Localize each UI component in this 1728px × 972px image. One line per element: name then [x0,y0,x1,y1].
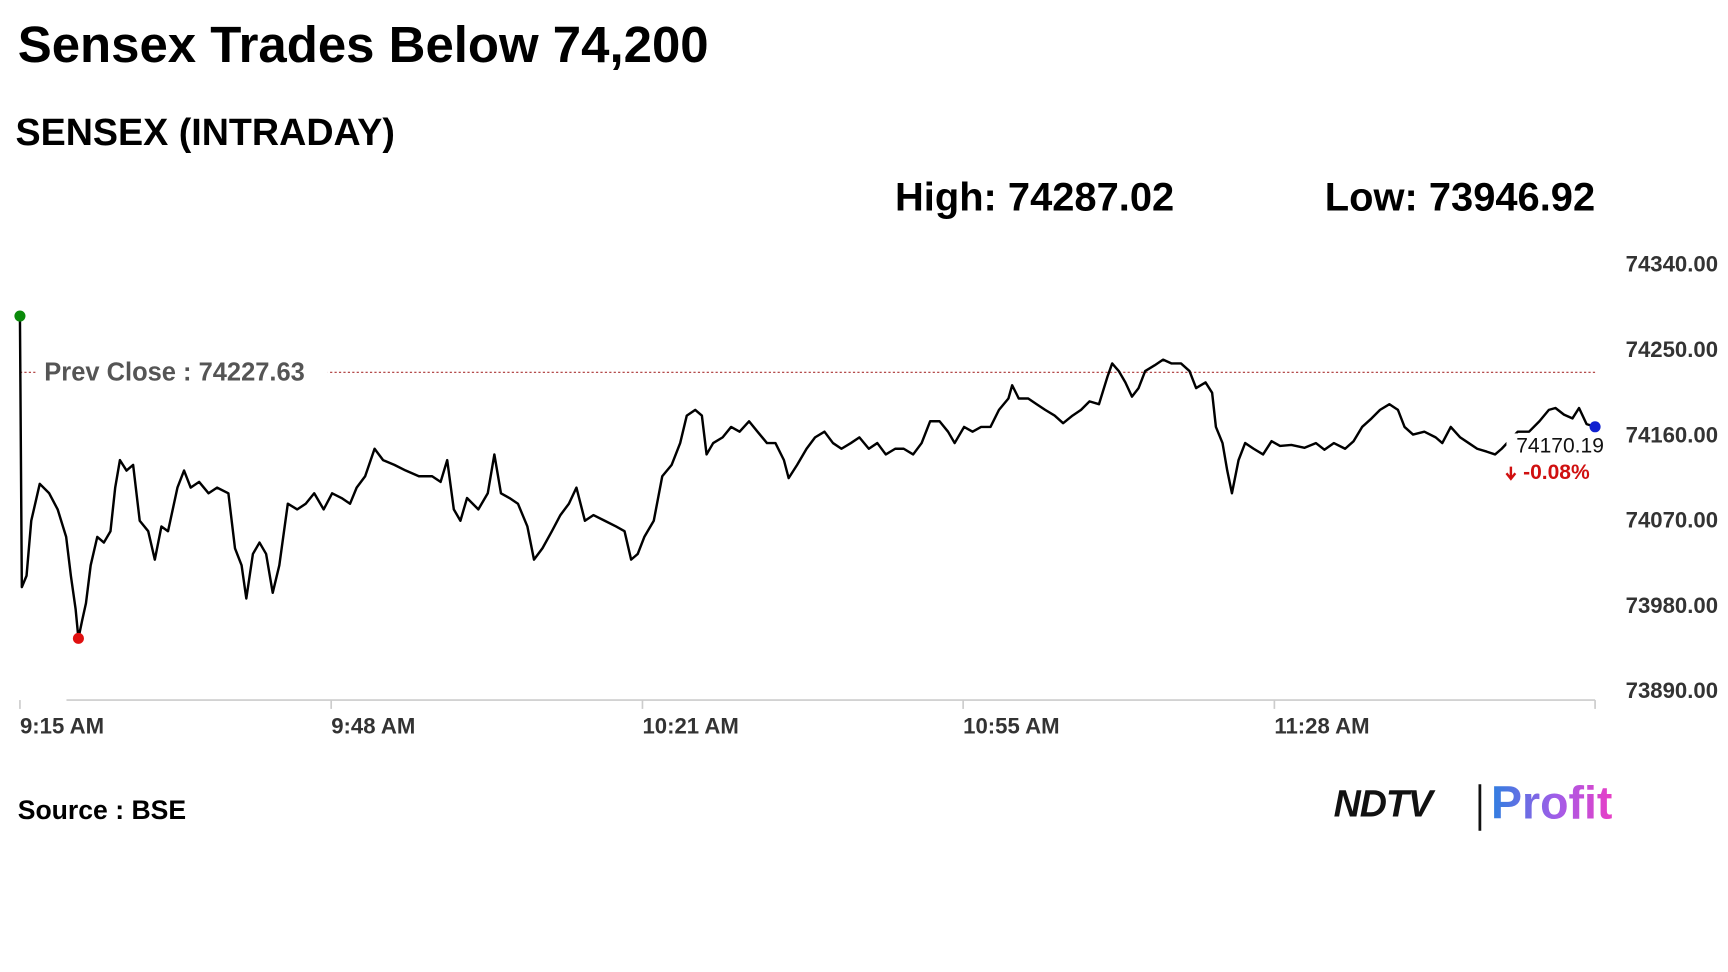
low-label: Low: [1325,175,1418,219]
last-dot [1589,421,1601,433]
x-tick-label: 11:28 AM [1274,714,1369,739]
low-stat: Low: 73946.92 [1325,175,1595,219]
y-tick-label: 74160.00 [1626,422,1718,447]
logo: NDTV Profit [1334,777,1612,831]
last-value-label: 74170.19 [1516,434,1604,457]
y-tick-label: 73890.00 [1626,678,1718,703]
high-value: 74287.02 [1008,175,1174,219]
prev-close-value: 74227.63 [199,358,305,386]
x-tick-label: 9:48 AM [331,714,415,739]
last-label-bg [1506,433,1609,458]
prev-close-label-text: Prev Close : [44,358,191,386]
y-tick-label: 74340.00 [1626,252,1718,277]
y-tick-label: 74070.00 [1626,508,1718,533]
x-tick-label: 10:21 AM [642,714,738,739]
y-tick-label: 74250.00 [1626,337,1718,362]
prev-close-label: Prev Close : 74227.63 [44,358,305,386]
chart-title: Sensex Trades Below 74,200 [18,16,709,73]
low-value: 73946.92 [1429,175,1595,219]
low-dot [72,632,84,644]
x-tick-label: 10:55 AM [963,714,1059,739]
change-label: -0.08% [1523,461,1590,484]
plot-area: 74340.00 74250.00 74160.00 74070.00 73980.00… [14,252,1718,739]
price-line [18,316,1596,640]
high-label: High: [895,175,997,219]
chart-subtitle: SENSEX (INTRADAY) [16,111,395,153]
logo-right: Profit [1491,777,1612,829]
start-dot [14,310,26,322]
prev-close-bg [35,354,328,391]
x-tick-label: 9:15 AM [20,714,104,739]
source: Source : BSE [18,795,186,825]
y-tick-label: 73980.00 [1626,593,1718,618]
change-arrow [1505,466,1517,481]
high-stat: High: 74287.02 [895,175,1174,219]
logo-left: NDTV [1334,782,1436,824]
